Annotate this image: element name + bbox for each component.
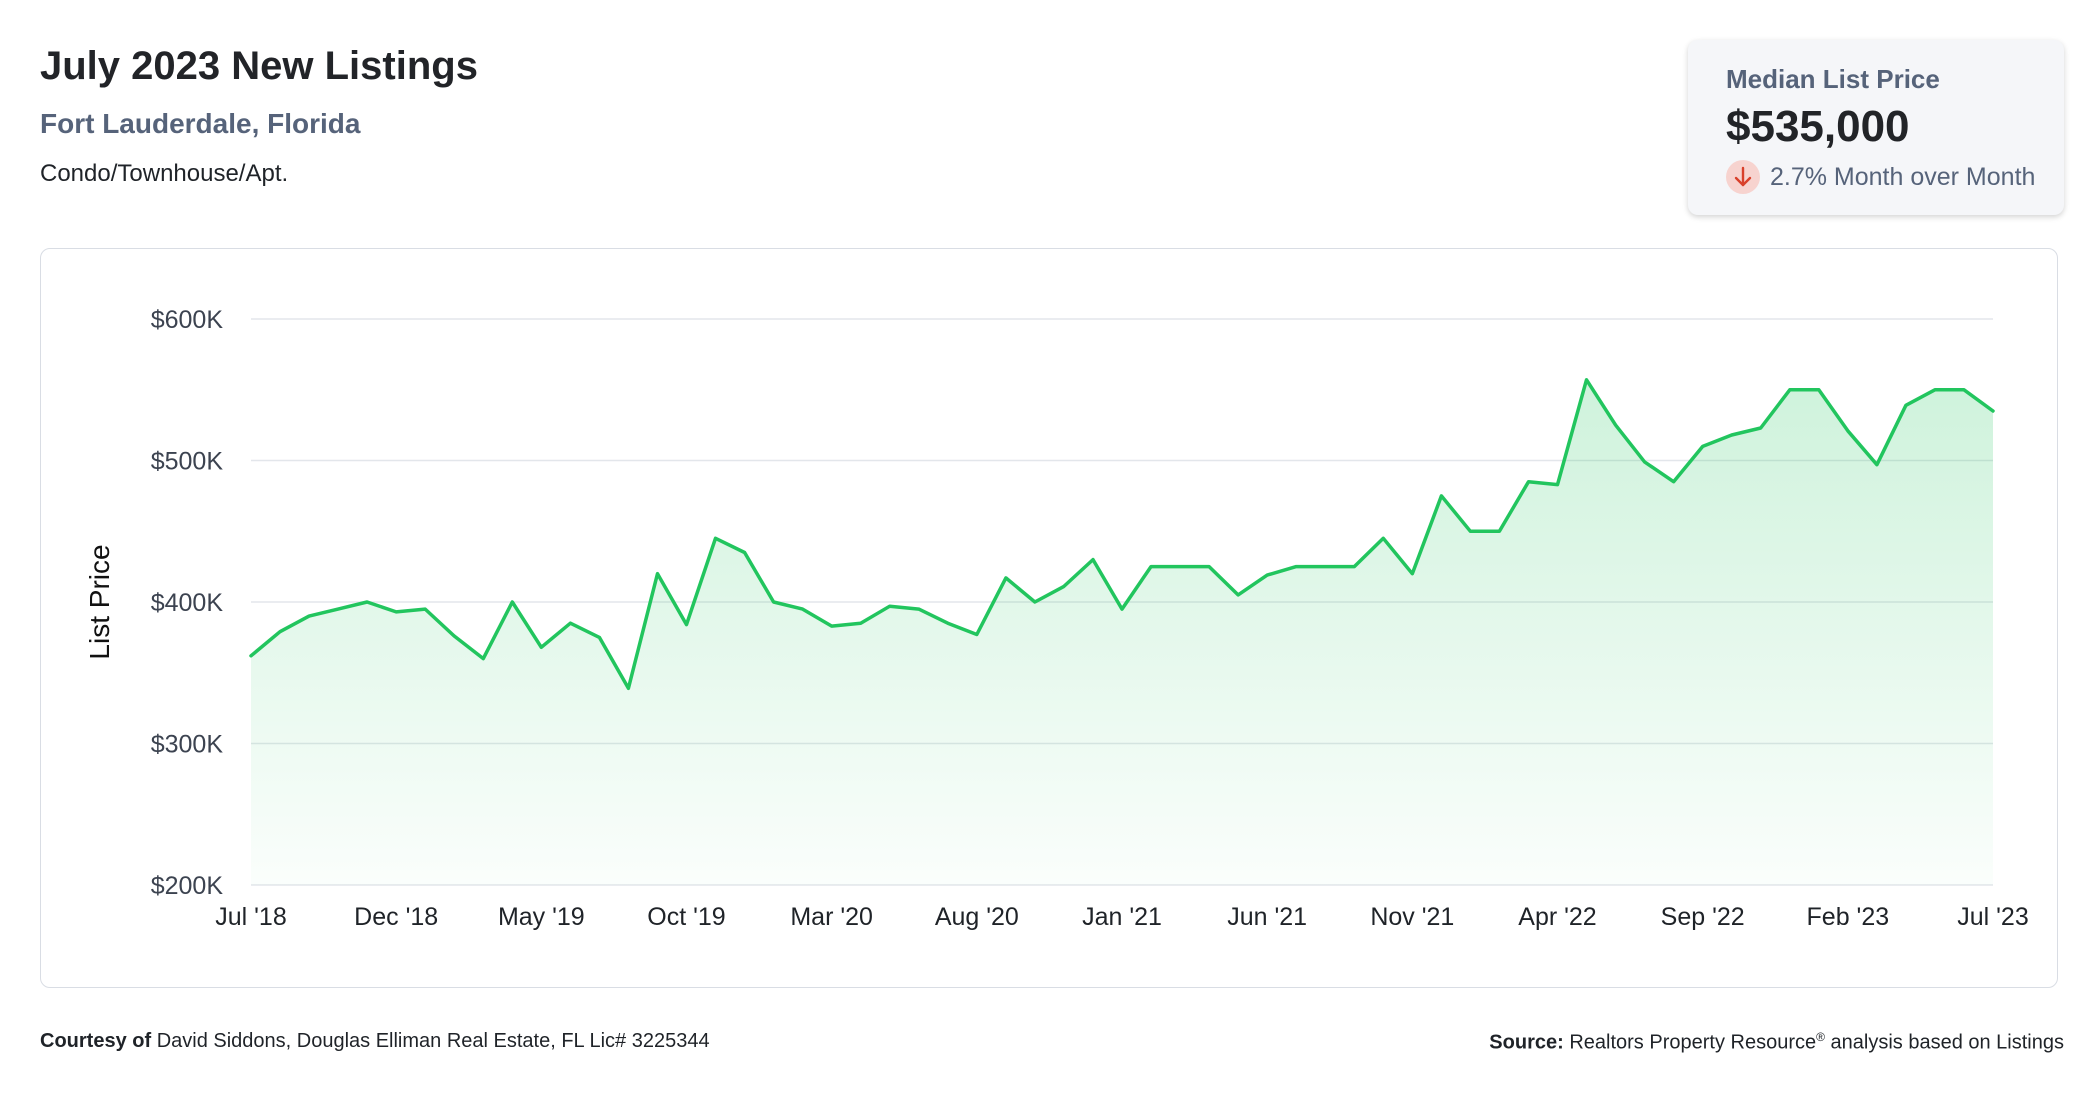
x-tick-label: May '19 <box>498 903 585 931</box>
source-label: Source: <box>1489 1031 1564 1054</box>
price-chart: $200K $300K $400K $500K $600K List Price Jul '… <box>84 306 2029 931</box>
x-tick-label: Jan '21 <box>1082 903 1162 931</box>
courtesy-text: David Siddons, Douglas Elliman Real Esta… <box>156 1030 710 1052</box>
location-subtitle: Fort Lauderdale, Florida <box>40 108 361 139</box>
registered-mark: ® <box>1816 1030 1825 1044</box>
y-tick-label: $200K <box>151 872 224 900</box>
area-fill <box>251 379 1993 885</box>
chart-card: $200K $300K $400K $500K $600K List Price Jul '… <box>40 248 2058 988</box>
stat-value: $535,000 <box>1726 102 1910 151</box>
x-tick-label: Jul '18 <box>215 903 286 931</box>
price-line <box>249 378 1995 691</box>
y-tick-label: $300K <box>151 731 224 759</box>
x-tick-label: Apr '22 <box>1518 903 1596 931</box>
courtesy-footer: Courtesy of David Siddons, Douglas Ellim… <box>40 1030 710 1053</box>
y-axis-label: List Price <box>84 544 115 659</box>
y-tick-label: $600K <box>151 306 224 334</box>
source-name: Realtors Property Resource <box>1569 1031 1817 1054</box>
courtesy-label: Courtesy of <box>40 1030 152 1052</box>
x-tick-label: Feb '23 <box>1807 903 1890 931</box>
arrow-down-icon <box>1726 160 1760 194</box>
x-tick-label: Sep '22 <box>1661 903 1745 931</box>
page-title: July 2023 New Listings <box>40 44 478 88</box>
x-tick-label: Mar '20 <box>790 903 873 931</box>
y-tick-label: $400K <box>151 589 224 617</box>
x-tick-label: Jun '21 <box>1227 903 1307 931</box>
x-tick-label: Dec '18 <box>354 903 438 931</box>
source-footer: Source: Realtors Property Resource® anal… <box>1489 1030 2064 1055</box>
x-tick-label: Jul '23 <box>1957 903 2028 931</box>
change-text: 2.7% Month over Month <box>1770 162 2036 191</box>
change-row: 2.7% Month over Month <box>1726 160 2035 194</box>
x-tick-label: Oct '19 <box>647 903 725 931</box>
median-list-price-card: Median List Price $535,000 2.7% Month ov… <box>1688 40 2064 215</box>
stat-label: Median List Price <box>1726 64 1940 94</box>
x-tick-label: Nov '21 <box>1370 903 1454 931</box>
y-tick-label: $500K <box>151 448 224 476</box>
x-tick-label: Aug '20 <box>935 903 1019 931</box>
property-type-label: Condo/Townhouse/Apt. <box>40 160 289 187</box>
source-text: analysis based on Listings <box>1830 1031 2064 1054</box>
